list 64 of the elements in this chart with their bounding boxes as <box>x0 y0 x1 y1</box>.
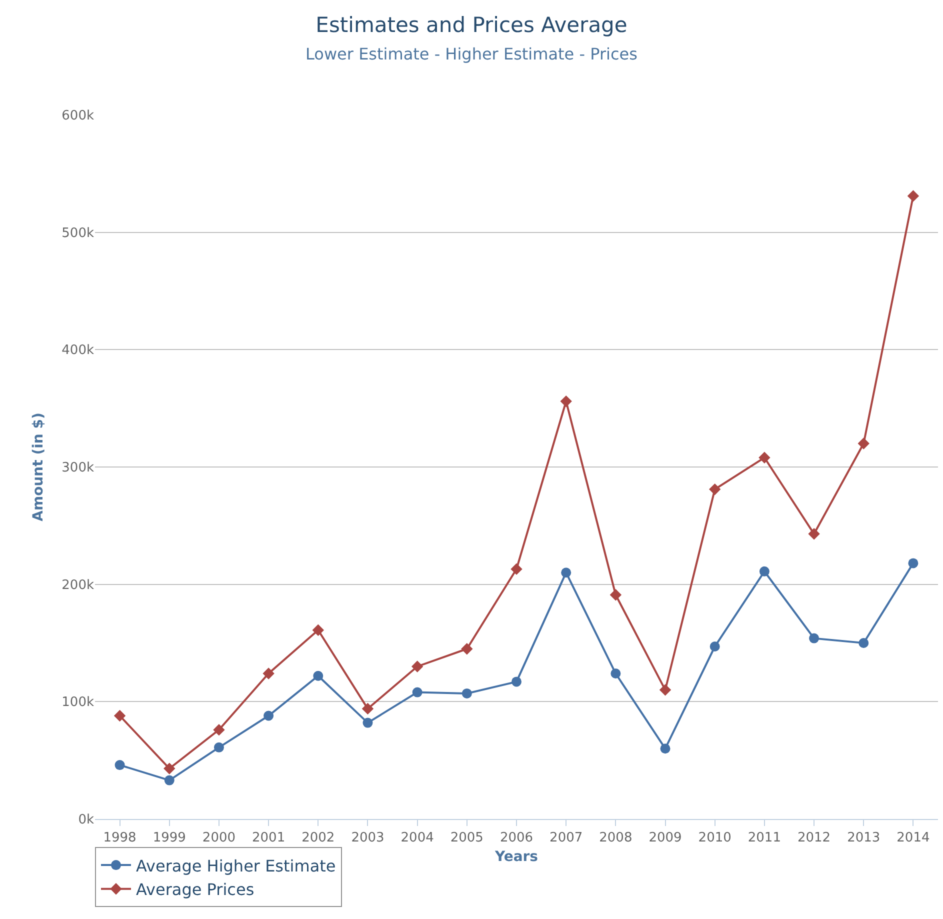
y-tick-label: 100k <box>62 695 94 710</box>
point <box>262 668 274 680</box>
point <box>264 710 274 721</box>
point <box>610 589 622 601</box>
x-tick-label: 2002 <box>302 830 335 846</box>
point <box>512 676 522 687</box>
x-axis-title: Years <box>494 848 538 865</box>
x-tick-label: 2010 <box>698 830 732 846</box>
x-tick-label: 2000 <box>202 830 236 846</box>
point <box>758 452 770 464</box>
legend-label: Average Prices <box>136 880 254 900</box>
x-tick-label: 2012 <box>797 830 831 846</box>
x-tick-label: 2008 <box>599 830 632 846</box>
x-tick-label: 2001 <box>252 830 286 846</box>
x-tick-label: 2013 <box>847 830 880 846</box>
point <box>114 760 125 770</box>
x-tick-label: 2006 <box>500 830 534 846</box>
point <box>610 668 621 679</box>
point <box>659 684 672 696</box>
point <box>164 775 174 786</box>
x-tick-label: 2014 <box>896 830 930 846</box>
x-tick-label: 2003 <box>351 830 384 846</box>
point <box>462 688 472 698</box>
point <box>710 642 720 652</box>
point <box>214 742 224 752</box>
x-tick-label: 2011 <box>748 830 781 846</box>
legend-label: Average Higher Estimate <box>136 856 336 876</box>
point <box>808 528 820 540</box>
x-tick-label: 1999 <box>152 830 186 846</box>
point <box>560 395 572 408</box>
point <box>809 633 820 644</box>
point <box>907 190 920 202</box>
x-tick-label: 2007 <box>550 830 583 846</box>
point <box>313 670 324 681</box>
point <box>858 438 870 450</box>
y-tick-label: 200k <box>62 578 94 593</box>
y-tick-label: 300k <box>62 460 94 476</box>
y-axis-title: Amount (in $) <box>30 412 46 522</box>
point <box>362 702 374 715</box>
y-tick-label: 500k <box>62 226 94 241</box>
point <box>164 762 176 774</box>
point <box>858 638 869 648</box>
point <box>660 744 670 754</box>
x-tick-label: 2005 <box>450 830 484 846</box>
y-tick-label: 400k <box>62 343 94 358</box>
point <box>510 563 522 575</box>
point <box>412 687 422 698</box>
y-tick-label: 0k <box>78 812 94 828</box>
point <box>114 710 126 722</box>
point <box>908 558 918 568</box>
point <box>709 483 721 496</box>
point <box>759 566 770 576</box>
chart-subtitle: Lower Estimate - Higher Estimate - Prices <box>306 44 638 64</box>
y-tick-label: 600k <box>62 108 94 124</box>
point <box>461 643 473 655</box>
point <box>362 718 373 728</box>
point <box>312 624 324 636</box>
x-tick-label: 2009 <box>648 830 682 846</box>
chart-title: Estimates and Prices Average <box>316 13 628 38</box>
point <box>561 568 572 578</box>
x-tick-label: 2004 <box>400 830 434 846</box>
point <box>411 660 424 672</box>
x-tick-label: 1998 <box>103 830 136 846</box>
point <box>213 724 225 736</box>
